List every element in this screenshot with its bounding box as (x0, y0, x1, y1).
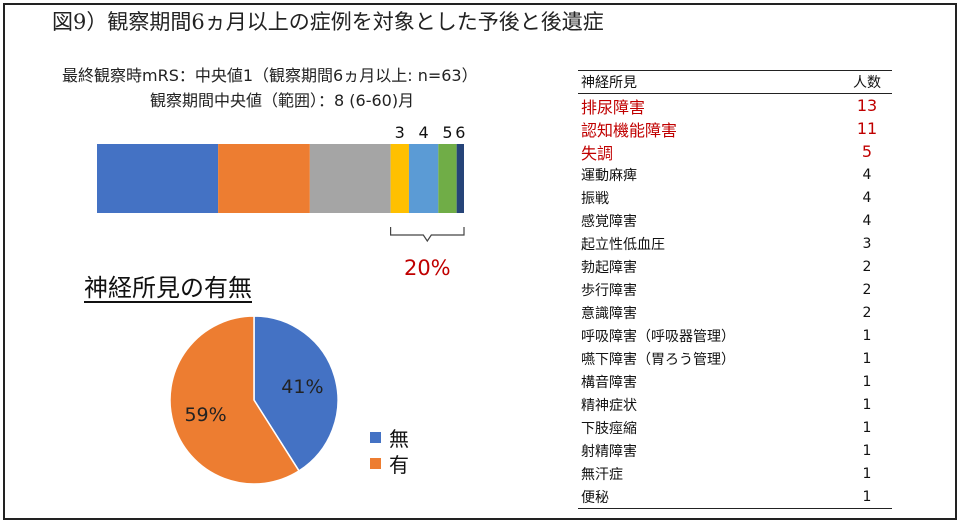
table-row: 射精障害 1 (578, 439, 892, 462)
count-cell: 1 (862, 396, 872, 413)
table-row: 呼吸障害（呼吸器管理） 1 (578, 324, 892, 347)
finding-cell: 勃起障害 (581, 259, 637, 276)
table-row: 起立性低血圧 3 (578, 232, 892, 255)
table-row: 精神症状 1 (578, 393, 892, 416)
finding-cell: 起立性低血圧 (581, 236, 665, 253)
finding-cell: 無汗症 (581, 466, 623, 483)
legend-swatch-none (370, 431, 381, 443)
pie-legend: 無 有 (370, 424, 409, 477)
finding-cell: 運動麻痺 (581, 167, 637, 184)
count-cell: 4 (862, 212, 872, 229)
table-row: 感覚障害 4 (578, 209, 892, 232)
table-row: 構音障害 1 (578, 370, 892, 393)
finding-cell: 精神症状 (581, 397, 637, 414)
pie-slice (169, 315, 301, 485)
figure-frame (3, 3, 957, 520)
count-cell: 1 (862, 465, 872, 482)
table-row: 嚥下障害（胃ろう管理） 1 (578, 347, 892, 370)
legend-label-present: 有 (389, 452, 409, 477)
segment-label: 3 (395, 123, 405, 142)
table-row: 便秘 1 (578, 485, 892, 508)
count-cell: 3 (862, 235, 872, 252)
mrs-stacked-bar-chart: 3 4 5 6 20% (97, 123, 465, 280)
count-cell: 1 (862, 350, 872, 367)
segment-label: 6 (455, 123, 465, 142)
count-cell: 1 (862, 442, 872, 459)
finding-cell: 失調 (581, 143, 614, 163)
count-cell: 1 (862, 327, 872, 344)
table-row: 運動麻痺 4 (578, 163, 892, 186)
slice-label: 59% (184, 404, 226, 426)
table-row: 勃起障害 2 (578, 255, 892, 278)
finding-cell: 構音障害 (581, 374, 637, 391)
table-body: 排尿障害 13 認知機能障害 11 失調 5 運動麻痺 4 振戦 4 感覚障害 4 起立性低血圧 3 勃起障… (578, 94, 892, 509)
bar-segment (390, 144, 409, 213)
figure-title: 図9）観察期間6ヵ月以上の症例を対象とした予後と後遺症 (52, 10, 604, 34)
finding-cell: 排尿障害 (581, 97, 646, 117)
finding-cell: 歩行障害 (581, 282, 637, 299)
count-cell: 11 (856, 119, 878, 138)
bracket (390, 227, 465, 243)
segment-label: 5 (442, 123, 452, 142)
table-header: 神経所見 人数 (578, 70, 892, 94)
count-cell: 13 (856, 96, 878, 115)
finding-cell: 認知機能障害 (581, 120, 678, 140)
count-cell: 1 (862, 373, 872, 390)
count-cell: 1 (862, 488, 872, 505)
mrs-subtitle: 最終観察時mRS：中央値1（観察期間6ヵ月以上: n=63） (62, 66, 478, 85)
table-row: 排尿障害 13 (578, 94, 892, 117)
finding-cell: 下肢痙縮 (581, 420, 637, 437)
bar-segment (438, 144, 457, 213)
count-cell: 2 (862, 304, 872, 321)
finding-cell: 便秘 (581, 489, 609, 506)
table-row: 失調 5 (578, 140, 892, 163)
table-row: 認知機能障害 11 (578, 117, 892, 140)
count-cell: 1 (862, 419, 872, 436)
table-row: 歩行障害 2 (578, 278, 892, 301)
count-cell: 5 (861, 142, 873, 161)
legend-swatch-present (370, 457, 381, 469)
count-cell: 2 (862, 258, 872, 275)
finding-cell: 感覚障害 (581, 213, 637, 230)
count-cell: 2 (862, 281, 872, 298)
findings-table: 神経所見 人数 排尿障害 13 認知機能障害 11 失調 5 運動麻痺 4 振戦 4 感覚障害 4 起立… (578, 70, 892, 509)
header-count: 人数 (853, 75, 881, 91)
finding-cell: 呼吸障害（呼吸器管理） (581, 328, 735, 345)
bar-segment (408, 144, 439, 213)
table-row: 無汗症 1 (578, 462, 892, 485)
finding-cell: 射精障害 (581, 443, 637, 460)
legend-item-present: 有 (370, 450, 409, 477)
finding-cell: 振戦 (581, 190, 609, 207)
finding-cell: 意識障害 (581, 305, 637, 322)
slice-label: 41% (281, 376, 323, 398)
bar-segment (97, 144, 219, 213)
pie-heading: 神経所見の有無 (84, 274, 252, 302)
table-row: 意識障害 2 (578, 301, 892, 324)
bar-segment (218, 144, 310, 213)
table-row: 下肢痙縮 1 (578, 416, 892, 439)
bar-segment (309, 144, 391, 213)
count-cell: 4 (862, 189, 872, 206)
legend-item-none: 無 (370, 424, 409, 451)
header-finding: 神経所見 (581, 75, 637, 91)
table-row: 振戦 4 (578, 186, 892, 209)
count-cell: 4 (862, 166, 872, 183)
legend-label-none: 無 (389, 426, 409, 451)
bar-segment (456, 144, 464, 213)
findings-pie-chart: 41% 59% (169, 315, 339, 485)
bracket-annotation: 20% (404, 256, 451, 280)
finding-cell: 嚥下障害（胃ろう管理） (581, 351, 735, 368)
observation-subtitle: 観察期間中央値（範囲）：8 (6-60)月 (150, 91, 415, 110)
segment-label: 4 (419, 123, 429, 142)
